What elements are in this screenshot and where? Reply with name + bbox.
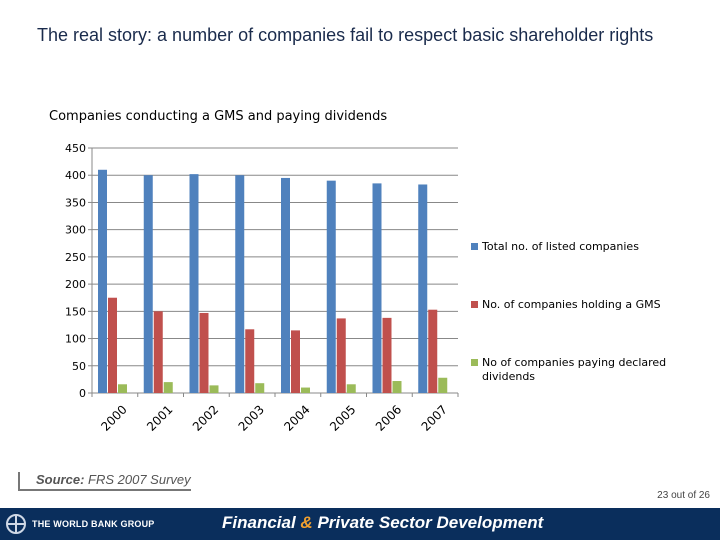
footer-org-name: THE WORLD BANK GROUP bbox=[32, 519, 155, 529]
legend-label-gms: No. of companies holding a GMS bbox=[482, 298, 661, 311]
bar-total-2004 bbox=[281, 177, 290, 393]
bar-gms-2003 bbox=[245, 329, 255, 393]
bar-total-2007 bbox=[418, 184, 428, 393]
world-bank-globe-icon bbox=[6, 514, 26, 534]
x-tick-label: 2005 bbox=[327, 402, 358, 433]
bar-dividends-2007 bbox=[438, 377, 448, 393]
bar-total-2000 bbox=[98, 169, 107, 393]
legend-swatch-total bbox=[471, 243, 478, 250]
page-number: 23 out of 26 bbox=[657, 490, 710, 501]
bar-gms-2002 bbox=[199, 312, 209, 393]
y-tick-label: 150 bbox=[65, 305, 86, 318]
slide-title: The real story: a number of companies fa… bbox=[37, 25, 654, 45]
x-tick-label: 2007 bbox=[419, 402, 450, 433]
bar-total-2005 bbox=[326, 180, 336, 393]
bar-gms-2005 bbox=[336, 318, 346, 393]
y-tick-label: 400 bbox=[65, 169, 86, 182]
legend-swatch-gms bbox=[471, 301, 478, 308]
y-tick-label: 350 bbox=[65, 196, 86, 209]
footer-bar: THE WORLD BANK GROUP Financial & Private… bbox=[0, 508, 720, 540]
x-tick-label: 2006 bbox=[373, 402, 404, 433]
y-tick-label: 0 bbox=[79, 387, 86, 400]
x-tick-label: 2001 bbox=[144, 402, 175, 433]
source-note: Source: FRS 2007 Survey bbox=[18, 472, 191, 491]
bar-dividends-2001 bbox=[163, 382, 173, 393]
bar-gms-2007 bbox=[428, 309, 438, 393]
bar-dividends-2002 bbox=[209, 385, 219, 393]
bar-dividends-2005 bbox=[346, 384, 356, 393]
bar-dividends-2003 bbox=[255, 383, 265, 393]
y-tick-label: 450 bbox=[65, 142, 86, 155]
bar-gms-2006 bbox=[382, 317, 392, 393]
bar-total-2003 bbox=[235, 175, 245, 393]
legend-label-total: Total no. of listed companies bbox=[482, 240, 639, 253]
bar-total-2001 bbox=[143, 175, 153, 393]
bar-gms-2004 bbox=[291, 330, 300, 393]
y-tick-label: 200 bbox=[65, 278, 86, 291]
x-tick-label: 2002 bbox=[190, 402, 221, 433]
bar-dividends-2000 bbox=[118, 384, 127, 393]
bar-total-2002 bbox=[189, 174, 199, 393]
x-tick-label: 2003 bbox=[236, 402, 267, 433]
bar-gms-2000 bbox=[108, 297, 117, 393]
tagline-amp: & bbox=[300, 513, 313, 532]
source-label: Source: bbox=[36, 472, 85, 487]
legend-swatch-dividends bbox=[471, 359, 478, 366]
y-tick-label: 100 bbox=[65, 333, 86, 346]
x-tick-label: 2004 bbox=[281, 402, 312, 433]
bar-gms-2001 bbox=[153, 311, 163, 393]
x-tick-label: 2000 bbox=[98, 402, 129, 433]
bar-dividends-2006 bbox=[392, 381, 402, 393]
y-tick-label: 50 bbox=[72, 360, 86, 373]
y-tick-label: 250 bbox=[65, 251, 86, 264]
y-tick-label: 300 bbox=[65, 224, 86, 237]
legend-label-dividends: No of companies paying declared dividend… bbox=[482, 356, 667, 383]
footer-tagline: Financial & Private Sector Development bbox=[222, 513, 543, 533]
bar-total-2006 bbox=[372, 183, 382, 393]
bar-chart: 0 50 100 150 200 250 300 350 400 450 2000 2001 2002 2… bbox=[65, 142, 459, 434]
tagline-part1: Financial bbox=[222, 513, 296, 532]
bar-dividends-2004 bbox=[301, 387, 310, 393]
chart-title: Companies conducting a GMS and paying di… bbox=[49, 109, 388, 124]
source-text: FRS 2007 Survey bbox=[88, 472, 191, 487]
tagline-part2: Private Sector Development bbox=[317, 513, 544, 532]
